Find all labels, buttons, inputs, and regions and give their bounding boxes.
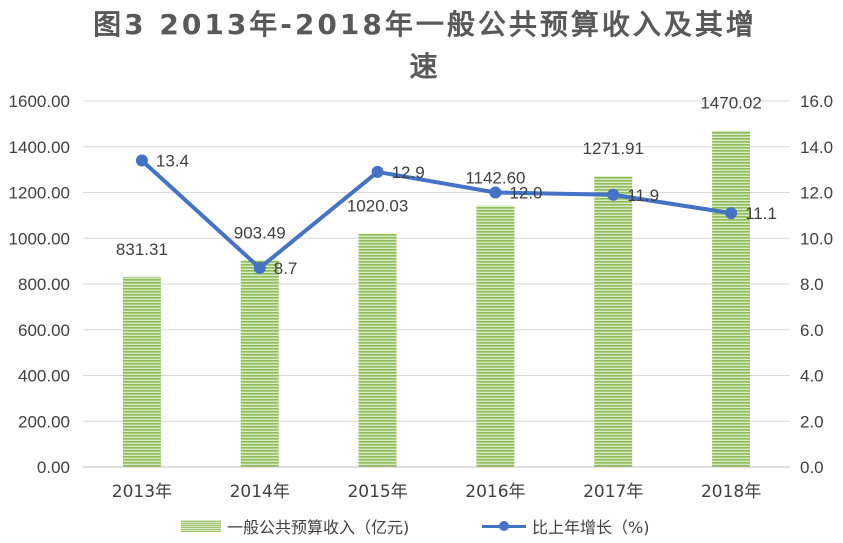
bar-data-label: 1020.03	[347, 197, 408, 216]
y-left-tick-label: 600.00	[18, 321, 70, 340]
legend-bar-label: 一般公共预算收入（亿元)	[227, 518, 410, 537]
bar	[122, 276, 161, 467]
chart-title: 图3 2013年-2018年一般公共预算收入及其增速	[93, 8, 757, 83]
bar	[712, 130, 751, 468]
y-left-tick-label: 200.00	[18, 412, 70, 431]
y-right-tick-label: 6.0	[800, 321, 824, 340]
bar	[594, 176, 633, 467]
line-point	[253, 261, 266, 274]
y-right-tick-label: 8.0	[800, 275, 824, 294]
data-labels: 831.31 903.49 1020.03 1142.60 1271.91 1470.02…	[116, 94, 777, 278]
x-tick-label: 2014年	[230, 482, 290, 502]
y-right-tick-label: 2.0	[800, 412, 824, 431]
y-right-tick-label: 14.0	[800, 138, 833, 157]
y-right-tick-label: 0.0	[800, 458, 824, 477]
y-left-tick-label: 1000.00	[9, 229, 70, 248]
legend-item-line: 比上年增长（%)	[482, 514, 649, 538]
x-tick-label: 2018年	[701, 482, 761, 502]
x-tick-label: 2017年	[583, 482, 643, 502]
legend: 一般公共预算收入（亿元) 比上年增长（%)	[0, 514, 843, 542]
bar-data-label: 903.49	[234, 223, 286, 242]
x-tick-label: 2013年	[112, 482, 172, 502]
y-right-tick-label: 4.0	[800, 367, 824, 386]
line-data-label: 8.7	[274, 259, 298, 278]
x-tick-label: 2016年	[465, 482, 525, 502]
y-left-tick-label: 1400.00	[9, 138, 70, 157]
y-right-tick-label: 16.0	[800, 92, 833, 111]
legend-line-label: 比上年增长（%)	[532, 518, 650, 537]
line-series	[135, 154, 738, 274]
line-point	[135, 154, 148, 167]
y-right-tick-label: 12.0	[800, 184, 833, 203]
bar-series	[122, 130, 751, 468]
y-left-tick-label: 400.00	[18, 367, 70, 386]
line-point	[607, 188, 620, 201]
x-tick-label: 2015年	[347, 482, 407, 502]
line-data-label: 11.1	[745, 204, 777, 223]
bar-data-label: 1470.02	[700, 94, 761, 113]
y-left-tick-label: 0.00	[37, 458, 70, 477]
bar-swatch	[181, 520, 221, 532]
growth-line	[140, 158, 732, 270]
legend-item-bar: 一般公共预算收入（亿元)	[181, 514, 409, 538]
line-swatch	[482, 520, 526, 532]
y-left-tick-label: 800.00	[18, 275, 70, 294]
line-data-label: 13.4	[156, 151, 189, 170]
line-point	[489, 186, 502, 199]
combo-chart: 0.00 200.00 400.00 600.00 800.00 1000.00 1200.…	[9, 92, 834, 502]
bar	[358, 233, 397, 467]
bar-data-label: 1271.91	[583, 139, 644, 158]
bar	[240, 260, 279, 467]
y-left-tick-label: 1200.00	[9, 184, 70, 203]
y-right-tick-label: 10.0	[800, 229, 833, 248]
line-point	[371, 165, 384, 178]
bar-data-label: 1142.60	[465, 169, 525, 188]
gridlines	[83, 100, 790, 468]
axes: 0.00 200.00 400.00 600.00 800.00 1000.00 1200.…	[9, 92, 834, 502]
bar	[476, 205, 515, 467]
line-data-label: 11.9	[627, 186, 659, 205]
bar-data-label: 831.31	[116, 240, 168, 259]
line-point	[725, 207, 738, 220]
line-data-label: 12.9	[392, 163, 425, 182]
line-data-label: 12.0	[509, 184, 542, 203]
y-left-tick-label: 1600.00	[9, 92, 70, 111]
